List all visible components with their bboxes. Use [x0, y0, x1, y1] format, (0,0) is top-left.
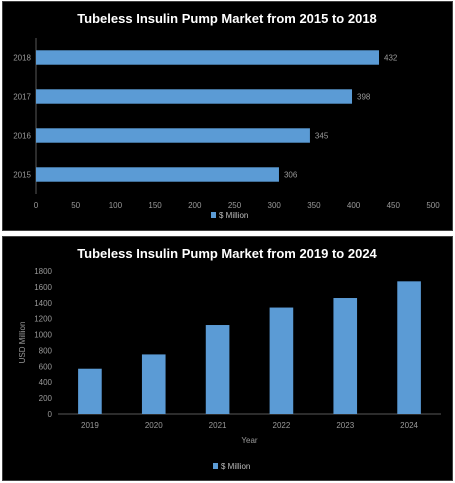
- x-tick-label: 2023: [336, 421, 354, 430]
- bar-2020: [141, 354, 166, 414]
- x-tick-label: 150: [148, 201, 162, 210]
- y-tick-label: 1600: [34, 283, 52, 292]
- y-axis-title: USD Million: [18, 322, 27, 364]
- x-tick-label: 2019: [81, 421, 99, 430]
- x-tick-label: 2024: [400, 421, 418, 430]
- bar-2023: [333, 298, 358, 414]
- data-label: 345: [315, 132, 329, 141]
- x-tick-label: 50: [71, 201, 80, 210]
- bar-chart-2015-2018: Tubeless Insulin Pump Market from 2015 t…: [13, 11, 440, 220]
- x-tick-label: 100: [109, 201, 123, 210]
- bar-chart-2019-2024: Tubeless Insulin Pump Market from 2019 t…: [18, 246, 441, 471]
- y-tick-label: 1200: [34, 315, 52, 324]
- x-tick-label: 0: [34, 201, 39, 210]
- bar-2015: [36, 167, 279, 182]
- x-tick-label: 400: [347, 201, 361, 210]
- y-tick-label: 400: [39, 378, 53, 387]
- legend-swatch: [213, 463, 218, 469]
- y-tick-label: 2017: [13, 93, 31, 102]
- x-tick-label: 250: [228, 201, 242, 210]
- x-axis-title: Year: [241, 436, 258, 445]
- x-tick-label: 200: [188, 201, 202, 210]
- y-tick-label: 0: [48, 410, 53, 419]
- chart-title: Tubeless Insulin Pump Market from 2015 t…: [77, 11, 377, 26]
- x-tick-label: 2020: [145, 421, 163, 430]
- y-tick-label: 200: [39, 394, 53, 403]
- y-tick-label: 1000: [34, 331, 52, 340]
- chart-panel-2019-2024: Tubeless Insulin Pump Market from 2019 t…: [2, 236, 453, 481]
- bar-2016: [36, 128, 310, 143]
- y-tick-label: 2016: [13, 132, 31, 141]
- bar-2021: [205, 325, 230, 414]
- y-tick-label: 1400: [34, 299, 52, 308]
- x-tick-label: 350: [307, 201, 321, 210]
- x-tick-label: 2022: [273, 421, 291, 430]
- y-tick-label: 2018: [13, 54, 31, 63]
- chart-title: Tubeless Insulin Pump Market from 2019 t…: [77, 246, 377, 261]
- x-tick-label: 450: [387, 201, 401, 210]
- bar-2019: [78, 368, 102, 414]
- legend-swatch: [211, 212, 216, 218]
- x-tick-label: 500: [426, 201, 440, 210]
- bar-2022: [269, 307, 294, 414]
- y-tick-label: 1800: [34, 267, 52, 276]
- x-tick-label: 300: [268, 201, 282, 210]
- y-tick-label: 600: [39, 362, 53, 371]
- chart-panel-2015-2018: Tubeless Insulin Pump Market from 2015 t…: [2, 1, 453, 231]
- legend-label: $ Million: [219, 211, 248, 220]
- y-tick-label: 800: [39, 346, 53, 355]
- data-label: 306: [284, 171, 298, 180]
- y-tick-label: 2015: [13, 171, 31, 180]
- bar-2024: [397, 281, 421, 414]
- data-label: 432: [384, 54, 398, 63]
- data-label: 398: [357, 93, 371, 102]
- legend-label: $ Million: [221, 462, 250, 471]
- bar-2018: [36, 50, 380, 65]
- x-tick-label: 2021: [209, 421, 227, 430]
- bar-2017: [36, 89, 353, 104]
